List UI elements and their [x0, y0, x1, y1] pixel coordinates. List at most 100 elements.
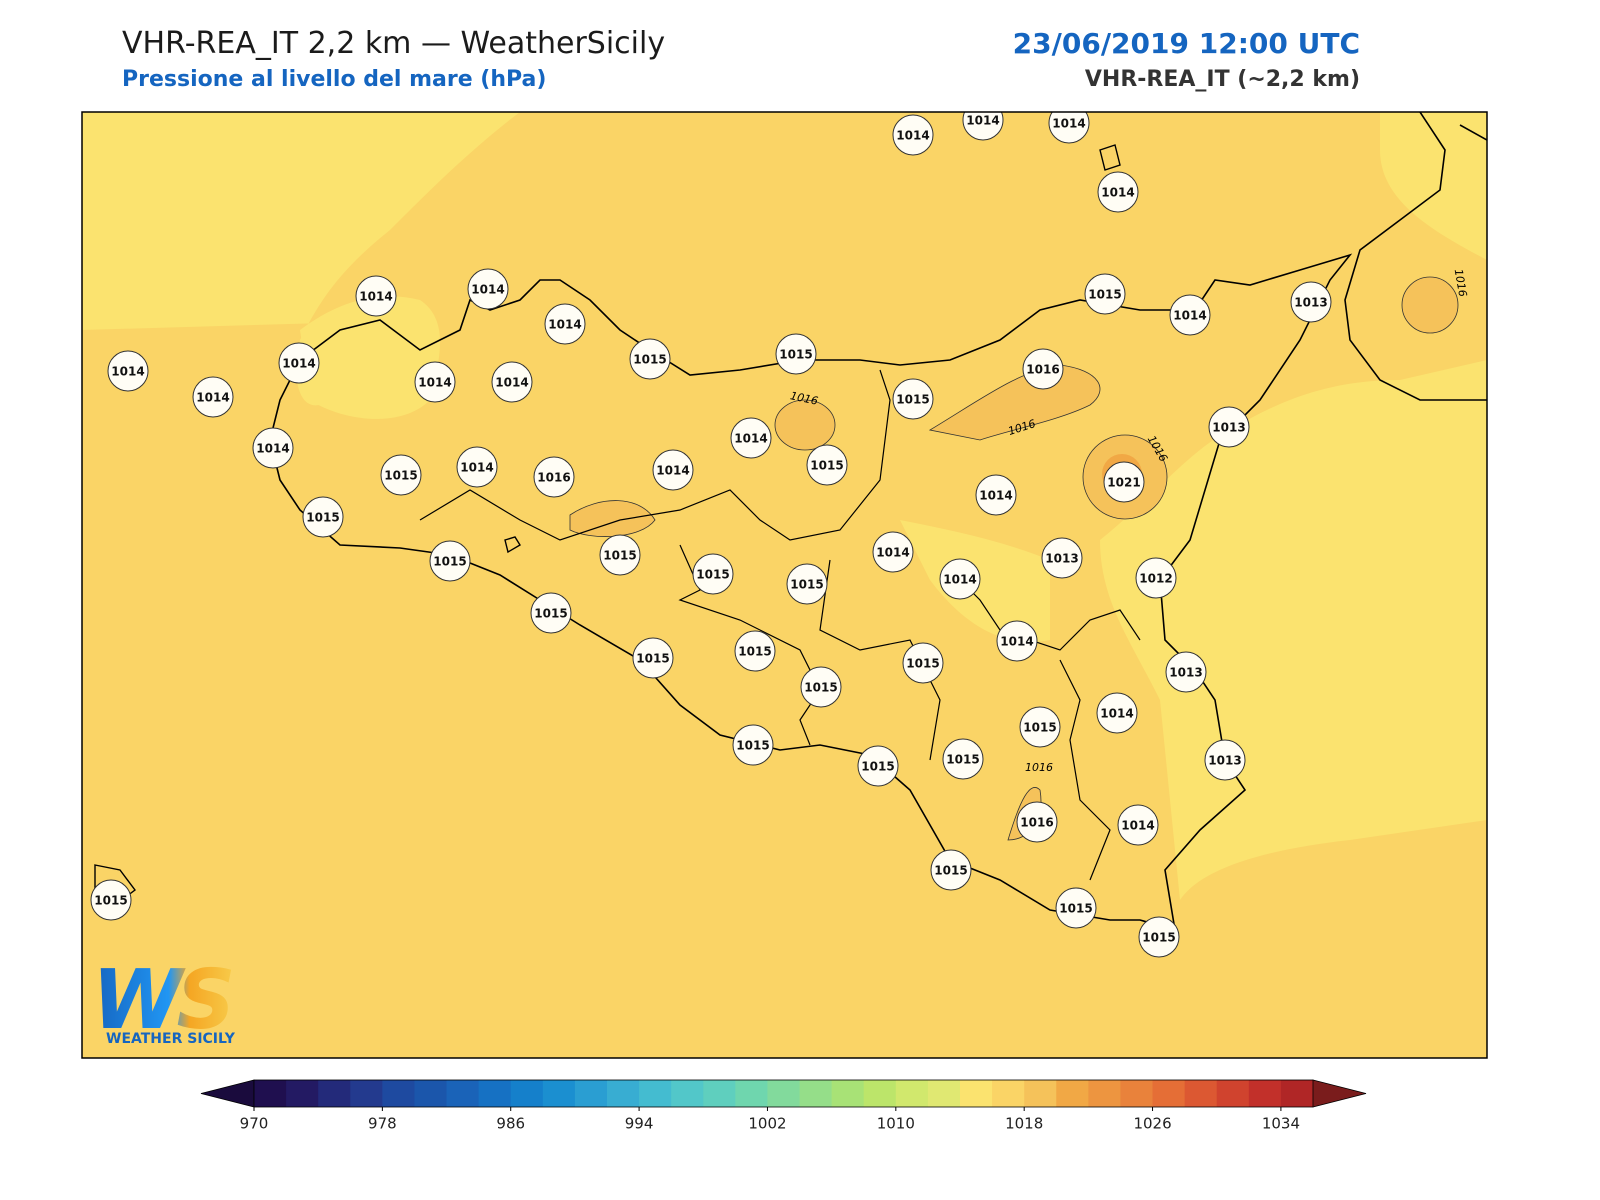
map-frame	[81, 111, 1488, 1059]
station-value: 1015	[603, 549, 636, 563]
station-value: 1015	[1142, 931, 1175, 945]
station-value: 1015	[736, 739, 769, 753]
station-value: 1014	[943, 573, 976, 587]
colorbar-box	[382, 1080, 415, 1107]
station-marker	[533, 456, 575, 498]
station-value: 1014	[460, 461, 493, 475]
contour-area	[1401, 276, 1459, 334]
colorbar-box	[960, 1080, 993, 1107]
station-marker	[1041, 537, 1083, 579]
station-marker	[975, 474, 1017, 516]
field-area	[82, 112, 520, 406]
colorbar-frame	[253, 1079, 1314, 1108]
station-marker	[355, 275, 397, 317]
station-marker	[599, 534, 641, 576]
colorbar-box	[414, 1080, 448, 1107]
station-value: 1015	[384, 469, 417, 483]
station-marker	[414, 361, 456, 403]
station-marker	[732, 724, 774, 766]
colorbar-tick-label: 994	[625, 1115, 654, 1133]
station-value: 1013	[1208, 754, 1241, 768]
station-value: 1015	[534, 607, 567, 621]
station-marker	[857, 745, 899, 787]
colorbar-box	[703, 1080, 736, 1107]
station-marker	[652, 449, 694, 491]
station-value: 1015	[738, 645, 771, 659]
station-marker	[1022, 348, 1064, 390]
station-marker	[1084, 273, 1126, 315]
colorbar-tick-label: 986	[496, 1115, 525, 1133]
station-value: 1015	[633, 353, 666, 367]
station-value: 1014	[1173, 309, 1206, 323]
contour-label: 1016	[1452, 268, 1470, 298]
logo-caption: WEATHER SICILY	[106, 1031, 236, 1047]
station-value: 1014	[282, 357, 315, 371]
station-marker	[892, 114, 934, 156]
station-value: 1014	[359, 290, 392, 304]
station-marker	[278, 342, 320, 384]
station-value: 1014	[1052, 117, 1085, 131]
station-marker	[996, 620, 1038, 662]
station-value: 1015	[1023, 721, 1056, 735]
station-marker	[302, 496, 344, 538]
station-marker	[252, 427, 294, 469]
colorbar-box	[831, 1080, 865, 1107]
colorbar-tick-label: 1010	[877, 1115, 915, 1133]
station-marker	[530, 592, 572, 634]
colorbar-tick-label: 1034	[1262, 1115, 1300, 1133]
colorbar-tick-label: 1026	[1133, 1115, 1171, 1133]
station-value: 1016	[1020, 816, 1053, 830]
station-value: 1014	[1101, 186, 1134, 200]
contour-area	[774, 399, 836, 451]
station-value: 1014	[979, 489, 1012, 503]
station-marker	[1204, 739, 1246, 781]
colorbar-box	[895, 1080, 929, 1107]
station-value: 1014	[656, 464, 689, 478]
station-marker	[1096, 692, 1138, 734]
station-marker	[1165, 651, 1207, 693]
colorbar-box	[1280, 1080, 1314, 1107]
station-marker	[456, 446, 498, 488]
station-marker	[632, 637, 674, 679]
colorbar-box	[863, 1080, 897, 1107]
field-area	[300, 296, 440, 419]
station-marker	[1169, 294, 1211, 336]
station-value: 1015	[306, 511, 339, 525]
colorbar-box	[992, 1080, 1025, 1107]
station-marker	[1055, 887, 1097, 929]
station-marker	[1016, 801, 1058, 843]
colorbar-over	[1312, 1079, 1367, 1108]
colorbar-box	[799, 1080, 833, 1107]
contour-label: 1016	[1025, 761, 1053, 774]
field-area	[1100, 360, 1487, 900]
station-marker	[429, 540, 471, 582]
colorbar-box	[542, 1080, 576, 1107]
station-value: 1015	[804, 681, 837, 695]
station-marker	[939, 558, 981, 600]
station-marker	[892, 378, 934, 420]
station-marker	[1097, 171, 1139, 213]
colorbar-box	[927, 1080, 961, 1107]
station-marker	[800, 666, 842, 708]
station-value: 1015	[1059, 902, 1092, 916]
colorbar-box	[639, 1080, 672, 1107]
date: 23/06/2019 12:00 UTC	[1013, 27, 1360, 60]
station-value: 1016	[1026, 363, 1059, 377]
station-value: 1014	[896, 129, 929, 143]
colorbar-box	[318, 1080, 351, 1107]
station-value: 1014	[1121, 819, 1154, 833]
station-marker	[380, 454, 422, 496]
station-marker	[1117, 804, 1159, 846]
station-value: 1021	[1107, 476, 1140, 490]
station-marker	[872, 531, 914, 573]
colorbar-tick-label: 970	[240, 1115, 269, 1133]
station-value: 1015	[790, 578, 823, 592]
station-value: 1015	[1088, 288, 1121, 302]
station-marker	[930, 849, 972, 891]
station-marker	[775, 333, 817, 375]
station-value: 1013	[1169, 666, 1202, 680]
colorbar-box	[735, 1080, 768, 1107]
station-marker	[544, 303, 586, 345]
station-value: 1013	[1212, 421, 1245, 435]
colorbar-box	[1056, 1080, 1089, 1107]
